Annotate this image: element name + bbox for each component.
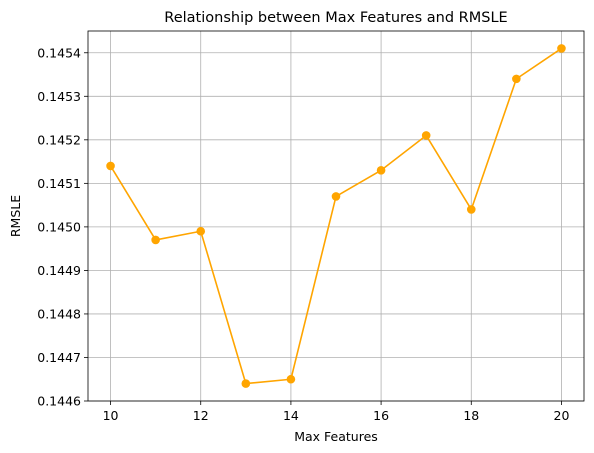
y-axis-label: RMSLE <box>8 195 23 237</box>
x-tick-label: 10 <box>103 408 119 423</box>
data-point <box>376 165 386 175</box>
data-point <box>196 226 206 236</box>
y-tick-label: 0.1453 <box>37 89 81 104</box>
y-axis: 0.1446 0.1447 0.1448 0.1449 0.1450 0.1451 0.14… <box>37 45 88 409</box>
y-tick-label: 0.1446 <box>37 394 81 409</box>
y-tick-label: 0.1454 <box>37 45 81 60</box>
x-tick-label: 18 <box>463 408 479 423</box>
y-tick-label: 0.1452 <box>37 132 81 147</box>
data-point <box>286 374 296 384</box>
x-tick-label: 16 <box>373 408 389 423</box>
x-axis: 10 12 14 16 18 20 <box>103 401 570 423</box>
y-tick-label: 0.1449 <box>37 263 81 278</box>
y-tick-label: 0.1451 <box>37 176 81 191</box>
data-point <box>106 161 115 171</box>
x-tick-label: 14 <box>283 408 299 423</box>
x-tick-label: 20 <box>554 408 570 423</box>
series-line-layer <box>106 44 566 388</box>
x-axis-label: Max Features <box>294 429 378 444</box>
data-point <box>421 131 431 140</box>
data-point <box>512 74 521 84</box>
plot-frame <box>87 30 585 402</box>
data-point <box>331 192 341 201</box>
chart-title: Relationship between Max Features and RM… <box>164 10 507 26</box>
data-point <box>466 205 476 214</box>
y-tick-label: 0.1450 <box>37 219 81 234</box>
y-tick-label: 0.1448 <box>37 306 81 321</box>
x-tick-label: 12 <box>193 408 209 423</box>
grid <box>88 31 584 402</box>
y-tick-label: 0.1447 <box>37 350 81 365</box>
data-point <box>557 44 566 53</box>
data-point <box>151 235 160 245</box>
data-point <box>241 379 251 388</box>
